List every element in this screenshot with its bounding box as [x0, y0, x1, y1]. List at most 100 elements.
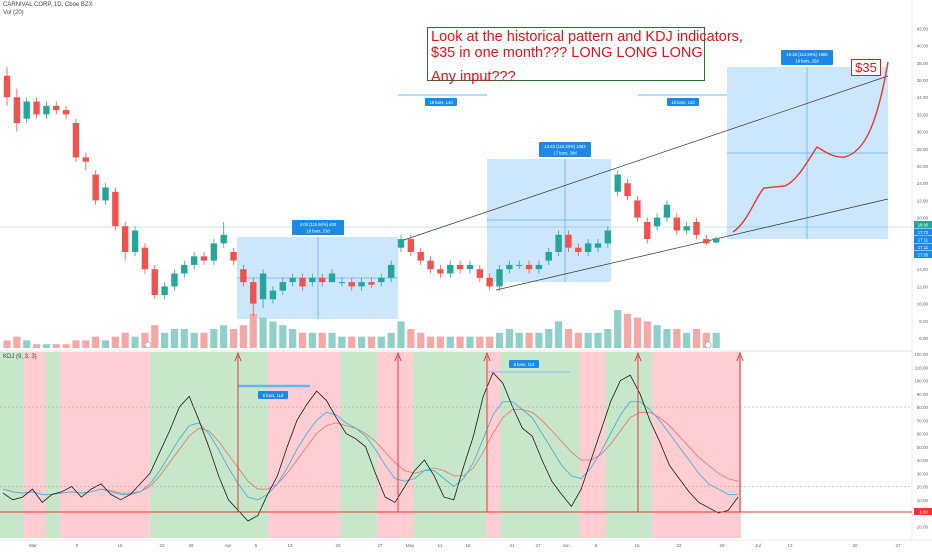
kdj-tick-label: 100.00 — [914, 379, 928, 384]
volume-bar — [32, 344, 41, 348]
kdj-tick-label: 70.00 — [917, 418, 929, 423]
candle-body — [594, 243, 602, 248]
signal-arrowhead — [634, 351, 642, 362]
volume-bar — [249, 313, 257, 348]
candle-body — [161, 286, 168, 295]
date-tick-label: 6 — [255, 543, 258, 548]
volume-bar — [348, 336, 356, 348]
annotation-note: Look at the historical pattern and KDJ i… — [427, 27, 743, 85]
candle-body — [210, 243, 218, 261]
price-badge-label: 17.72 — [918, 230, 929, 235]
volume-bar — [574, 332, 582, 348]
date-tick-label: 8 — [595, 543, 598, 548]
kdj-band — [486, 352, 500, 538]
kdj-range-label-1: 8 bars, 11d — [263, 393, 284, 398]
candle-body — [535, 264, 543, 270]
volume-bar — [535, 332, 543, 348]
candle-body — [417, 252, 424, 261]
signal-arrowhead — [234, 351, 242, 362]
symbol-line: CARNIVAL CORP, 1D, Cboe BZX — [3, 2, 93, 8]
volume-bar — [82, 340, 90, 348]
volume-bar — [200, 332, 208, 348]
volume-bar — [279, 325, 287, 348]
date-tick-label: 21 — [509, 543, 515, 548]
price-tick-label: 14.00 — [917, 267, 929, 272]
price-tick-label: 38.00 — [917, 61, 929, 66]
price-tick-label: 22.00 — [917, 198, 929, 203]
price-badge-bg — [914, 236, 932, 243]
volume-bar — [436, 336, 444, 348]
range-label: 18 bars, 16d — [671, 100, 695, 105]
volume-bar — [358, 336, 366, 348]
price-badge-label: 17.55 — [918, 253, 929, 258]
volume-bar — [318, 332, 326, 348]
volume-bar — [584, 332, 592, 348]
date-tick-label: May — [406, 543, 415, 548]
candle-body — [13, 97, 21, 123]
candle-body — [259, 273, 267, 300]
range-label-bg — [425, 98, 457, 106]
candle-body — [368, 282, 375, 285]
volume-bar — [121, 332, 129, 348]
candle-body — [338, 282, 346, 284]
candle-body — [112, 191, 119, 227]
kdj-band — [150, 352, 222, 538]
volume-bar — [495, 332, 504, 348]
volume-bar — [269, 321, 277, 348]
volume-bar — [42, 344, 50, 348]
price-tick-label: 30.00 — [917, 130, 929, 135]
volume-bar — [131, 336, 139, 348]
candle-body — [584, 243, 592, 252]
price-badge-label: 17.11 — [918, 238, 929, 243]
candle-body — [319, 277, 326, 283]
kdj-band — [45, 352, 60, 538]
kdj-range-label-2: 8 bars, 11d — [514, 362, 535, 367]
measure-label-bottom: 18 bars, 25d — [795, 59, 819, 64]
volume-bar — [486, 336, 494, 348]
candle-body — [328, 273, 336, 283]
candle-body — [407, 239, 415, 252]
price-badge-label: 18.00 — [918, 223, 929, 228]
volume-bar — [161, 332, 169, 348]
price-target-label: $35 — [851, 59, 881, 76]
volume-bar — [62, 344, 70, 348]
volume-bar — [623, 313, 632, 348]
volume-bar — [23, 340, 31, 348]
candle-body — [269, 290, 277, 300]
channel-upper — [397, 75, 889, 243]
volume-bar — [643, 321, 651, 348]
volume-bar — [367, 336, 376, 348]
volume-bar — [555, 321, 563, 348]
range-label-bg — [667, 98, 699, 106]
measure-label-top: 19.26 (114.98%) 1985 — [786, 52, 828, 57]
candle-body — [200, 256, 208, 261]
candle-body — [506, 264, 513, 270]
measure-label-top: 13.63 (115.20%) 1063 — [544, 144, 586, 149]
volume-bar — [525, 332, 533, 348]
candle-body — [703, 239, 710, 244]
candle-body — [299, 277, 306, 287]
volume-bar — [190, 332, 198, 348]
candle-body — [151, 269, 158, 295]
kdj-tick-label: 30.00 — [917, 471, 929, 476]
signal-arrowhead — [483, 351, 491, 362]
candle-body — [476, 269, 483, 278]
price-badge-bg — [914, 221, 932, 228]
candle-body — [565, 234, 572, 248]
candle-body — [250, 282, 257, 304]
kdj-support-badge-bg — [914, 508, 932, 515]
kdj-band — [222, 352, 268, 538]
kdj-band — [377, 352, 413, 538]
volume-bar — [456, 336, 464, 348]
volume-bar — [702, 332, 710, 348]
signal-arrowhead — [736, 351, 744, 362]
volume-bar — [614, 310, 622, 348]
date-tick-label: 26 — [188, 543, 194, 548]
volume-bar — [594, 332, 602, 348]
candle-body — [230, 252, 237, 261]
signal-arrowhead — [394, 351, 402, 362]
volume-bar — [673, 329, 681, 348]
candle-body — [220, 234, 227, 244]
date-tick-label: 16 — [117, 543, 123, 548]
